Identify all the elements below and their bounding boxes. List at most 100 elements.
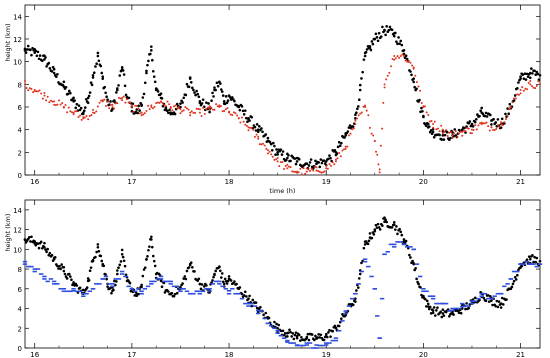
data-point (430, 297, 436, 300)
data-point-cloud (168, 103, 171, 106)
data-point-cloud (139, 290, 144, 293)
data-point-cloud (262, 317, 267, 320)
data-point-cloud (242, 112, 246, 116)
data-point (426, 126, 430, 129)
data-point (96, 243, 100, 246)
data-point-cloud (467, 306, 471, 310)
data-point-cloud (291, 332, 295, 335)
data-point-cloud (51, 100, 54, 103)
data-point-cloud (272, 141, 275, 145)
data-point-cloud (377, 163, 380, 166)
data-point-cloud (523, 72, 527, 75)
data-point-cloud (356, 283, 361, 285)
data-point (417, 282, 420, 286)
data-point-cloud (218, 104, 221, 107)
data-point-cloud (330, 339, 335, 342)
data-point-cloud (95, 110, 98, 113)
data-point-cloud (55, 283, 60, 285)
data-point-cloud (223, 277, 227, 281)
data-point-cloud (326, 167, 329, 170)
data-point-cloud (275, 329, 280, 332)
data-point-cloud (396, 42, 399, 46)
data-point-cloud (40, 59, 44, 63)
data-point-cloud (276, 153, 279, 156)
data-point-cloud (212, 275, 215, 279)
data-point-cloud (273, 144, 276, 148)
data-point-cloud (383, 216, 386, 220)
data-point (43, 94, 46, 97)
data-point-cloud (421, 109, 424, 113)
data-point-cloud (379, 35, 383, 38)
data-point-cloud (435, 309, 438, 312)
data-point-cloud (282, 333, 286, 337)
data-point-cloud (122, 95, 125, 98)
data-point (334, 326, 338, 330)
y-tick-label: 4 (18, 306, 23, 314)
data-point-cloud (219, 276, 223, 279)
data-point-cloud (87, 94, 91, 98)
data-point-cloud (202, 285, 206, 288)
data-point-cloud (51, 280, 57, 283)
data-point-cloud (305, 167, 308, 170)
data-point-cloud (187, 108, 190, 111)
data-point-cloud (172, 294, 176, 298)
data-point-cloud (483, 122, 486, 125)
data-point (169, 111, 173, 114)
data-point-cloud (469, 300, 475, 302)
data-point-cloud (122, 73, 126, 76)
data-point-cloud (382, 101, 385, 104)
data-point-cloud (496, 118, 500, 121)
data-point-cloud (297, 333, 301, 337)
data-point-cloud (56, 264, 59, 268)
data-point (266, 139, 270, 143)
data-point-cloud (290, 335, 293, 338)
data-point-cloud (448, 131, 451, 134)
data-point (432, 123, 435, 125)
data-point-cloud (404, 54, 408, 58)
data-point (91, 73, 95, 77)
data-point (275, 332, 280, 334)
data-point-cloud (424, 105, 427, 108)
data-point-cloud (501, 124, 504, 127)
data-point-cloud (412, 80, 415, 84)
data-point-cloud (224, 279, 228, 283)
data-point-cloud (60, 263, 64, 266)
data-point-cloud (150, 104, 153, 107)
data-point-cloud (346, 145, 349, 148)
data-point-cloud (371, 42, 375, 46)
data-point (333, 337, 339, 339)
data-point (441, 312, 445, 315)
data-point-cloud (482, 292, 488, 295)
data-point-cloud (349, 297, 355, 300)
data-point-cloud (515, 270, 520, 273)
data-point-cloud (514, 97, 517, 100)
data-point-cloud (103, 98, 106, 101)
data-point-cloud (105, 95, 108, 98)
data-point-cloud (370, 132, 373, 135)
data-point-cloud (453, 128, 457, 131)
data-point-cloud (487, 300, 491, 303)
data-point-cloud (119, 270, 125, 273)
data-point-cloud (252, 128, 255, 131)
data-point-cloud (362, 260, 368, 263)
data-point (179, 105, 182, 109)
data-point-cloud (391, 58, 394, 61)
data-point-cloud (340, 317, 343, 321)
data-point-cloud (372, 134, 375, 137)
data-point-cloud (158, 275, 164, 278)
data-point (392, 223, 396, 226)
data-point (324, 160, 328, 163)
data-point-cloud (517, 93, 520, 96)
data-point-cloud (103, 85, 106, 89)
data-point-cloud (463, 305, 468, 307)
data-point (62, 106, 65, 108)
data-point-cloud (520, 264, 523, 268)
data-point-cloud (535, 84, 538, 87)
data-point-cloud (378, 171, 381, 174)
data-point-cloud (45, 65, 48, 68)
data-point-cloud (227, 275, 231, 278)
data-point-cloud (67, 89, 71, 93)
data-point (519, 89, 522, 91)
data-point (354, 297, 357, 300)
data-point (154, 88, 158, 92)
